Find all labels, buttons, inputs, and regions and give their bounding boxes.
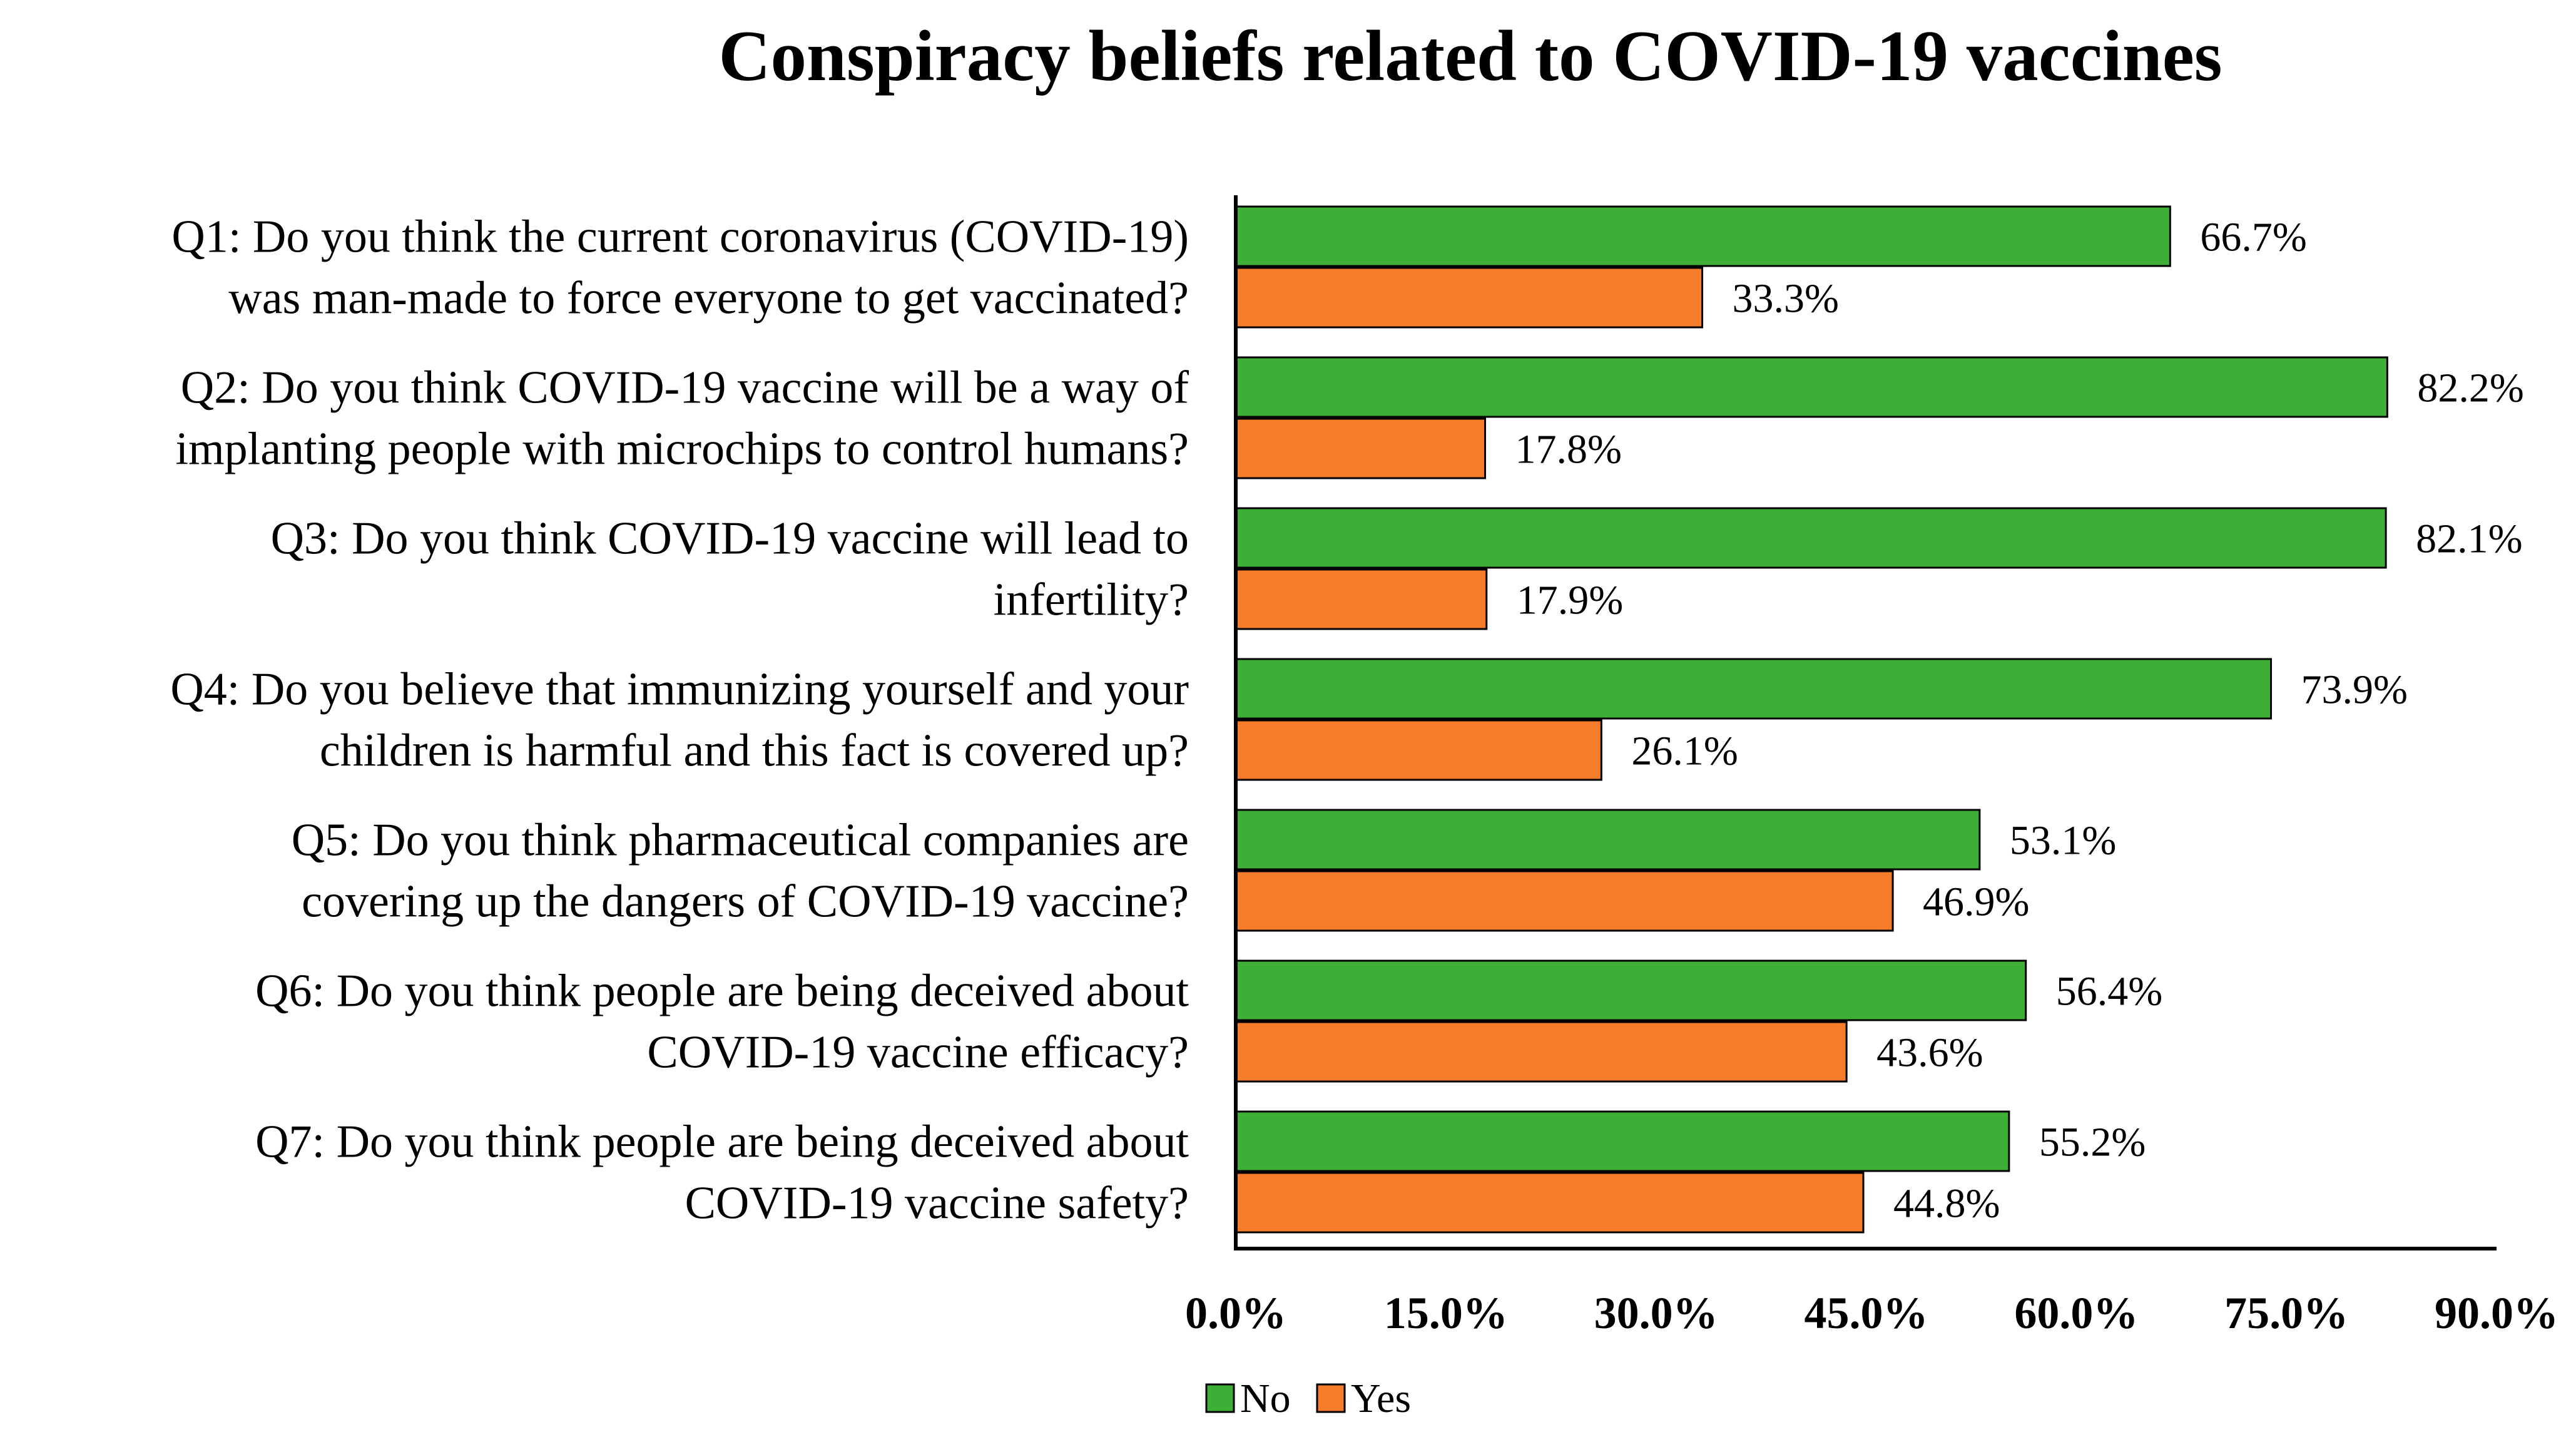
category-label-q1-line2: was man-made to force everyone to get va… — [228, 273, 1189, 324]
value-label-q6-no: 56.4% — [2056, 969, 2162, 1015]
category-label-q7-line2: COVID-19 vaccine safety? — [685, 1178, 1189, 1229]
x-tick-label-2: 30.0% — [1594, 1288, 1718, 1338]
bar-q5-no — [1235, 809, 1981, 871]
category-label-q1-line1: Q1: Do you think the current coronavirus… — [171, 212, 1189, 263]
chart-title: Conspiracy beliefs related to COVID-19 v… — [719, 16, 2222, 96]
legend-swatch-no — [1205, 1383, 1235, 1413]
value-label-q4-yes: 26.1% — [1631, 729, 1738, 774]
value-label-q5-yes: 46.9% — [1923, 879, 2029, 925]
value-label-q5-no: 53.1% — [2010, 818, 2116, 864]
bars-layer — [1235, 205, 2388, 1234]
category-label-q5-line1: Q5: Do you think pharmaceutical companie… — [292, 815, 1189, 866]
value-label-q4-no: 73.9% — [2301, 667, 2408, 713]
bar-q6-yes — [1235, 1021, 1848, 1083]
category-label-q2-line1: Q2: Do you think COVID-19 vaccine will b… — [181, 362, 1189, 414]
category-label-q6-line1: Q6: Do you think people are being deceiv… — [255, 966, 1189, 1017]
bar-q1-no — [1235, 205, 2171, 267]
bar-q1-yes — [1235, 267, 1704, 329]
bar-q5-yes — [1235, 870, 1894, 932]
bar-q4-yes — [1235, 719, 1602, 781]
category-label-q2-line2: implanting people with microchips to con… — [176, 424, 1189, 475]
bar-q2-no — [1235, 356, 2388, 418]
category-label-q3-line1: Q3: Do you think COVID-19 vaccine will l… — [271, 513, 1189, 565]
legend-label-yes: Yes — [1351, 1376, 1411, 1421]
bar-q3-no — [1235, 507, 2387, 569]
bar-q7-no — [1235, 1110, 2010, 1172]
value-label-q7-no: 55.2% — [2039, 1120, 2146, 1165]
bar-q4-no — [1235, 658, 2273, 720]
category-label-q5-line2: covering up the dangers of COVID-19 vacc… — [302, 876, 1189, 928]
legend-swatch-yes — [1316, 1383, 1346, 1413]
bar-q7-yes — [1235, 1172, 1865, 1234]
category-label-q4-line2: children is harmful and this fact is cov… — [320, 725, 1189, 777]
x-tick-label-1: 15.0% — [1384, 1288, 1508, 1338]
value-label-q1-yes: 33.3% — [1733, 276, 1839, 322]
bar-q6-no — [1235, 959, 2027, 1021]
category-label-q6-line2: COVID-19 vaccine efficacy? — [647, 1027, 1189, 1078]
bar-q2-yes — [1235, 417, 1487, 479]
value-label-q3-yes: 17.9% — [1517, 578, 1623, 623]
value-label-q2-no: 82.2% — [2417, 366, 2523, 411]
legend-label-no: No — [1240, 1376, 1291, 1421]
category-label-q3-line2: infertility? — [994, 575, 1189, 626]
x-tick-label-4: 60.0% — [2014, 1288, 2138, 1338]
legend: No Yes — [1205, 1376, 1411, 1421]
category-labels-layer: Q1: Do you think the current coronavirus… — [170, 212, 1189, 1229]
x-tick-label-5: 75.0% — [2224, 1288, 2348, 1338]
category-label-q4-line1: Q4: Do you believe that immunizing yours… — [170, 664, 1189, 715]
value-label-q3-no: 82.1% — [2416, 516, 2522, 562]
axes-layer — [1234, 195, 2497, 1250]
x-tick-label-3: 45.0% — [1805, 1288, 1928, 1338]
value-label-q6-yes: 43.6% — [1876, 1030, 1983, 1076]
x-tick-label-0: 0.0% — [1185, 1288, 1286, 1338]
category-label-q7-line1: Q7: Do you think people are being deceiv… — [255, 1117, 1189, 1168]
value-label-q2-yes: 17.8% — [1515, 427, 1622, 473]
x-tick-labels-layer: 0.0% 15.0% 30.0% 45.0% 60.0% 75.0% 90.0% — [1185, 1288, 2558, 1338]
value-labels-layer: 66.7% 33.3% 82.2% 17.8% 82.1% 17.9% 73.9% 26.1%… — [1515, 215, 2524, 1227]
value-label-q7-yes: 44.8% — [1893, 1181, 2000, 1227]
value-label-q1-no: 66.7% — [2200, 215, 2306, 260]
bar-q3-yes — [1235, 568, 1488, 630]
x-tick-label-6: 90.0% — [2435, 1288, 2558, 1338]
